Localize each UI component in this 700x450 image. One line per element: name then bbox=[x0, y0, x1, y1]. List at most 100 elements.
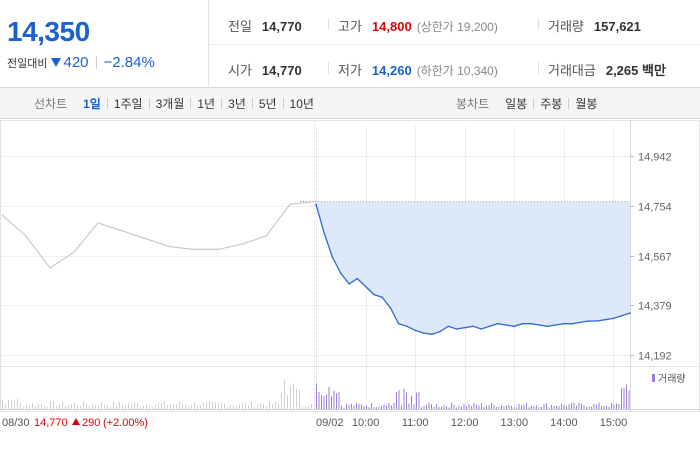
volume-bar-prev bbox=[263, 404, 264, 409]
volume-bar-today bbox=[448, 407, 450, 409]
volume-bar-today bbox=[438, 406, 440, 409]
tab-candle-1[interactable]: 주봉 bbox=[540, 97, 563, 111]
volume-bar-today bbox=[566, 406, 567, 409]
volume-bar-today bbox=[491, 403, 492, 409]
volume-bar-today bbox=[356, 402, 357, 409]
volume-bar-today bbox=[461, 406, 462, 409]
data-point bbox=[554, 324, 557, 326]
volume-bar-prev bbox=[305, 406, 306, 409]
tab-period-1[interactable]: 1주일 bbox=[113, 97, 143, 111]
volume-bar-today bbox=[363, 406, 365, 409]
volume-bar-prev bbox=[86, 404, 87, 409]
volume-bar-today bbox=[326, 394, 327, 409]
volume-bar-prev bbox=[20, 403, 21, 409]
open-value: 14,770 bbox=[261, 63, 302, 78]
volume-bar-prev bbox=[68, 404, 69, 409]
volume-bar-today bbox=[466, 406, 467, 409]
volume-bar-prev bbox=[290, 386, 291, 409]
tab-period-0[interactable]: 1일 bbox=[83, 97, 101, 111]
up-arrow-icon bbox=[72, 418, 80, 425]
y-tick-label: 14,192 bbox=[638, 351, 672, 363]
volume-bar-today bbox=[408, 403, 410, 409]
tab-divider bbox=[190, 98, 192, 109]
volume-bar-prev bbox=[185, 404, 186, 409]
volume-bar-prev bbox=[2, 399, 3, 409]
data-point bbox=[596, 320, 598, 322]
volume-bar-prev bbox=[278, 403, 279, 409]
volume-bar-today bbox=[323, 396, 325, 409]
volume-bar-today bbox=[458, 405, 460, 409]
volume-bar-today bbox=[531, 405, 532, 409]
volume-bar-today bbox=[553, 406, 555, 409]
volume-bar-prev bbox=[188, 405, 189, 409]
prev-close-value: 14,770 bbox=[261, 19, 302, 34]
volume-bar-today bbox=[358, 403, 360, 409]
volume-bar-prev bbox=[29, 405, 30, 409]
volume-bar-today bbox=[353, 405, 355, 409]
volume-bar-prev bbox=[233, 404, 234, 409]
volume-bar-prev bbox=[275, 401, 276, 409]
volume-bar-prev bbox=[200, 405, 201, 409]
volume-bar-prev bbox=[35, 406, 36, 409]
change-value: 420 bbox=[63, 54, 89, 71]
volume-bar-prev bbox=[140, 406, 141, 409]
tab-period-2[interactable]: 3개월 bbox=[155, 97, 185, 111]
volume-bar-prev bbox=[92, 403, 93, 409]
volume-legend-swatch bbox=[652, 374, 655, 382]
volume-bar-today bbox=[571, 403, 572, 409]
price-panel: 14,350 전일대비 420 −2.84% bbox=[0, 0, 209, 88]
volume-bar-prev bbox=[215, 401, 216, 409]
volume-bar-today bbox=[401, 405, 402, 409]
volume-bar-prev bbox=[17, 399, 18, 409]
tab-period-5[interactable]: 5년 bbox=[258, 97, 277, 111]
open-label: 시가 bbox=[228, 63, 252, 78]
volume-bar-today bbox=[391, 405, 392, 409]
volume-bar-today bbox=[621, 388, 622, 409]
data-point bbox=[571, 322, 573, 325]
volume-bar-today bbox=[583, 405, 585, 409]
volume-bar-today bbox=[341, 405, 342, 409]
prev-close-label: 전일 bbox=[228, 19, 252, 34]
volume-bar-prev bbox=[245, 402, 246, 409]
volume-bar-today bbox=[426, 405, 427, 409]
y-tick-label: 14,567 bbox=[638, 252, 672, 264]
tab-period-4[interactable]: 3년 bbox=[228, 97, 246, 111]
volume-bar-today bbox=[451, 402, 452, 409]
volume-bar-today bbox=[416, 392, 417, 409]
tab-candle-0[interactable]: 일봉 bbox=[505, 97, 528, 111]
volume-bar-prev bbox=[101, 402, 102, 409]
volume-bar-today bbox=[536, 405, 537, 409]
tab-period-6[interactable]: 10년 bbox=[289, 97, 314, 111]
data-point bbox=[513, 325, 516, 328]
volume-bar-today bbox=[366, 405, 367, 409]
volume-bar-prev bbox=[44, 405, 45, 409]
tab-divider bbox=[282, 98, 284, 109]
tab-period-3[interactable]: 1년 bbox=[197, 97, 216, 111]
volume-bar-today bbox=[606, 405, 607, 409]
volume-bar-today bbox=[533, 406, 535, 409]
x-tick-label: 14:00 bbox=[550, 417, 578, 429]
tab-candle-2[interactable]: 월봉 bbox=[575, 97, 598, 111]
volume-bar-prev bbox=[269, 401, 270, 409]
stat-divider bbox=[538, 62, 539, 74]
high-label: 고가 bbox=[338, 19, 362, 34]
stat-divider bbox=[328, 62, 329, 74]
volume-bar-today bbox=[476, 404, 477, 409]
data-point bbox=[620, 314, 623, 317]
y-tick-label: 14,754 bbox=[638, 202, 672, 214]
volume-bar-prev bbox=[206, 401, 207, 409]
x-tick-label: 11:00 bbox=[402, 417, 429, 429]
volume-bar-today bbox=[371, 403, 372, 409]
amount-value: 2,265 백만 bbox=[605, 63, 666, 78]
quote-header: 14,350 전일대비 420 −2.84% 전일 14,770 고가 14,8… bbox=[0, 0, 700, 88]
x-tick-label: 13:00 bbox=[501, 417, 529, 429]
volume-bar-prev bbox=[77, 405, 78, 409]
volume-bar-prev bbox=[128, 403, 129, 409]
volume-bar-prev bbox=[272, 404, 273, 409]
volume-bar-prev bbox=[143, 405, 144, 409]
data-point bbox=[315, 203, 317, 206]
volume-legend-label: 거래량 bbox=[658, 373, 686, 385]
volume-bar-prev bbox=[65, 405, 66, 409]
volume-bar-today bbox=[403, 388, 405, 409]
volume-bar-prev bbox=[236, 405, 237, 409]
